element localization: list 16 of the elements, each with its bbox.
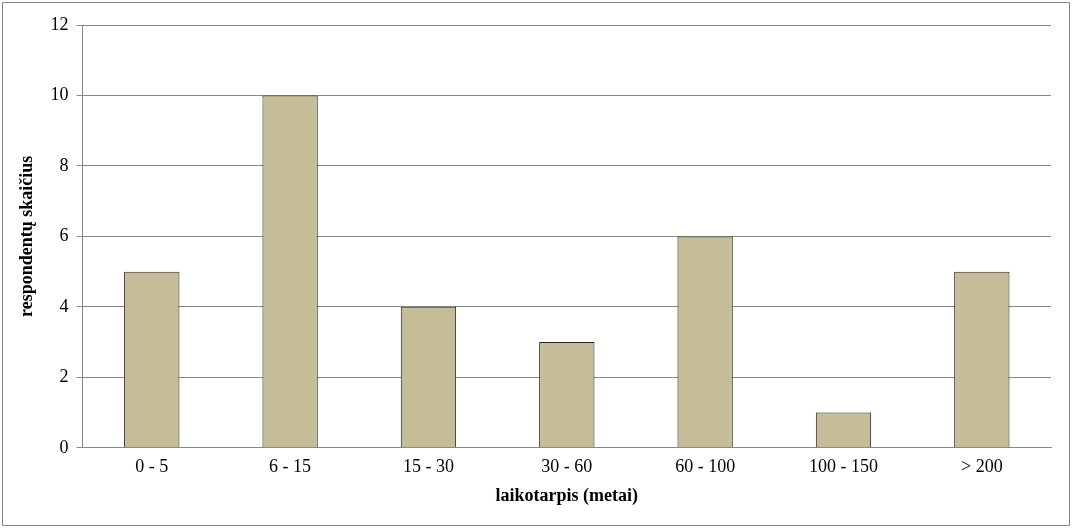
y-tick-label: 2 bbox=[59, 366, 69, 387]
y-tick-label: 0 bbox=[59, 436, 69, 457]
x-tick-label: 6 - 15 bbox=[269, 456, 312, 477]
y-tick-label: 12 bbox=[50, 13, 69, 34]
y-tick-label: 4 bbox=[59, 295, 69, 316]
x-tick-label: 15 - 30 bbox=[402, 456, 454, 477]
y-tick-label: 10 bbox=[50, 84, 69, 105]
x-axis-title: laikotarpis (metai) bbox=[495, 484, 639, 506]
x-tick-label: > 200 bbox=[961, 456, 1003, 477]
x-tick-label: 0 - 5 bbox=[135, 456, 169, 477]
x-tick-label: 30 - 60 bbox=[541, 456, 593, 477]
y-tick-label: 6 bbox=[59, 225, 69, 246]
y-axis-title: respondentų skaičius bbox=[16, 155, 37, 318]
x-tick-label: 100 - 150 bbox=[808, 456, 878, 477]
y-tick-label: 8 bbox=[59, 154, 69, 175]
x-tick-label: 60 - 100 bbox=[675, 456, 736, 477]
